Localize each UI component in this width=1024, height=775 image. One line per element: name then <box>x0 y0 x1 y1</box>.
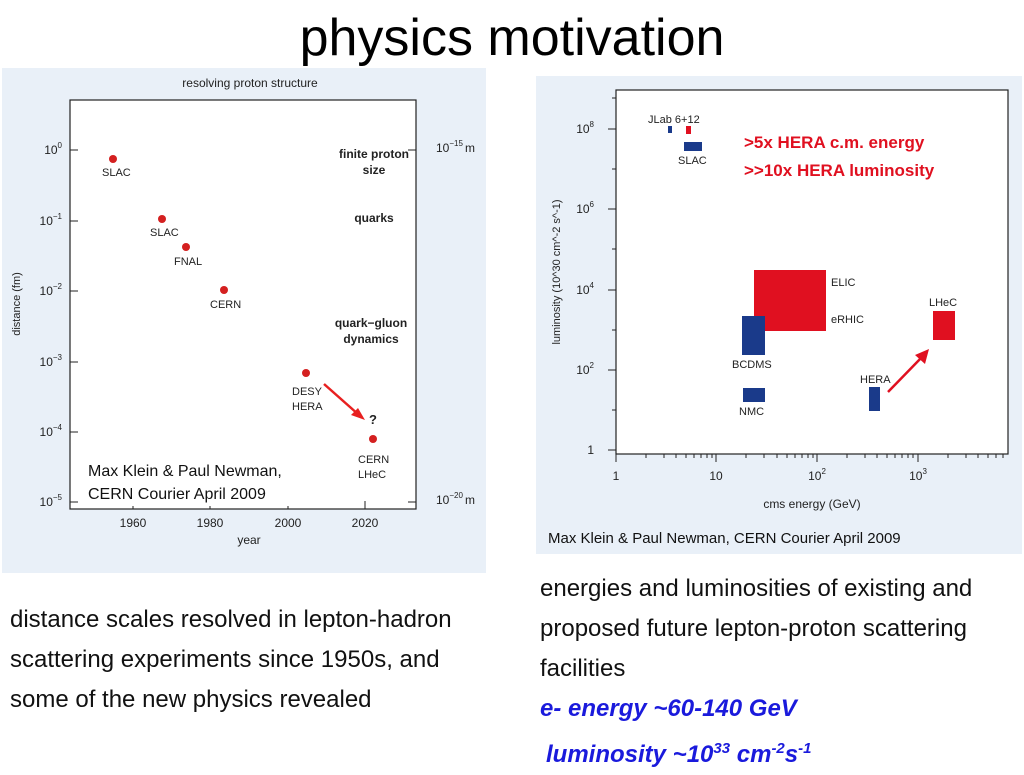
annotation-quarks: quarks <box>354 211 394 225</box>
highlight-luminosity: >>10x HERA luminosity <box>744 161 935 180</box>
energy-note: e- energy ~60-140 GeV <box>540 695 797 722</box>
facility-box-slac <box>684 142 702 151</box>
right-axis-label-top: 10−15 m <box>436 139 475 155</box>
y-tick-label: 10−4 <box>40 423 63 439</box>
facility-box-elic-erhic <box>754 270 826 331</box>
credit-text: Max Klein & Paul Newman, CERN Courier Ap… <box>548 530 901 547</box>
credit-box <box>78 454 308 506</box>
data-point-slac <box>109 155 117 163</box>
annotation-question: ? <box>369 412 377 427</box>
facility-box-lhec <box>933 311 955 340</box>
y-tick-label: 10−2 <box>40 282 63 298</box>
luminosity-energy-chart: 1 102 104 106 108 1 10 102 103 cms energ… <box>548 89 1009 547</box>
proton-structure-figure: resolving proton structure 100 10−1 10−2… <box>2 68 486 573</box>
facility-box-jlab6 <box>668 126 672 133</box>
data-point-cern-lhec <box>369 435 377 443</box>
luminosity-energy-figure: 1 102 104 106 108 1 10 102 103 cms energ… <box>536 76 1022 554</box>
y-tick-label: 10−3 <box>40 353 63 369</box>
y-tick-label: 10−1 <box>40 212 63 228</box>
highlight-energy: >5x HERA c.m. energy <box>744 133 925 152</box>
facility-box-nmc <box>743 388 765 402</box>
annotation-quark-gluon: dynamics <box>343 332 399 346</box>
x-tick-label: 103 <box>909 467 927 483</box>
data-point-desy-hera <box>302 369 310 377</box>
y-tick-label: 10−5 <box>40 493 63 509</box>
proton-structure-chart: resolving proton structure 100 10−1 10−2… <box>11 76 475 547</box>
x-tick-label: 102 <box>808 467 826 483</box>
plot-frame <box>69 99 417 510</box>
y-axis-ticks <box>608 97 616 451</box>
x-tick-label: 1980 <box>197 516 224 530</box>
credit-text: CERN Courier April 2009 <box>88 486 266 503</box>
annotation-quark-gluon: quark−gluon <box>335 316 407 330</box>
y-axis-label: luminosity (10^30 cm^-2 s^-1) <box>551 199 563 344</box>
point-label: SLAC <box>150 227 179 239</box>
point-label: CERN <box>210 299 241 311</box>
point-label: DESY <box>292 386 323 398</box>
y-tick-label: 102 <box>576 361 594 377</box>
facility-box-jlab12 <box>686 126 691 134</box>
upgrade-arrow-icon <box>887 349 929 393</box>
x-tick-label: 2020 <box>352 516 379 530</box>
x-tick-label: 2000 <box>275 516 302 530</box>
caption-right-block: energies and luminosities of existing an… <box>540 569 1024 775</box>
point-label: SLAC <box>102 167 131 179</box>
facility-box-bcdms <box>742 316 765 355</box>
credit-text: Max Klein & Paul Newman, <box>88 463 282 480</box>
y-tick-label: 100 <box>44 141 62 157</box>
data-point-slac <box>158 215 166 223</box>
facility-label: LHeC <box>929 297 957 309</box>
data-point-cern <box>220 286 228 294</box>
annotation-finite-size: finite proton <box>339 147 409 161</box>
trend-arrow-icon <box>323 383 365 420</box>
luminosity-note: luminosity ~1033 cm-2s-1 <box>546 740 812 768</box>
y-tick-label: 106 <box>576 200 594 216</box>
x-tick-label: 10 <box>709 469 723 483</box>
x-axis-label: year <box>237 533 260 547</box>
point-label: HERA <box>292 401 323 413</box>
y-tick-label: 1 <box>587 443 594 457</box>
point-label: FNAL <box>174 256 202 268</box>
point-label: LHeC <box>358 469 386 481</box>
annotation-finite-size: size <box>363 163 386 177</box>
y-tick-label: 104 <box>576 281 594 297</box>
facility-label: BCDMS <box>732 359 772 371</box>
caption-left: distance scales resolved in lepton-hadro… <box>10 606 452 713</box>
facility-label: NMC <box>739 406 764 418</box>
facility-label: eRHIC <box>831 314 864 326</box>
x-tick-label: 1960 <box>120 516 147 530</box>
x-axis-ticks <box>615 454 1004 462</box>
facility-label: SLAC <box>678 155 707 167</box>
x-axis-label: cms energy (GeV) <box>763 497 860 511</box>
facility-label: HERA <box>860 374 891 386</box>
slide-title: physics motivation <box>299 9 725 67</box>
y-axis-label: distance (fm) <box>11 272 23 336</box>
facility-label: ELIC <box>831 277 856 289</box>
caption-right: energies and luminosities of existing an… <box>540 575 973 682</box>
y-tick-label: 108 <box>576 120 594 136</box>
data-point-fnal <box>182 243 190 251</box>
facility-box-hera <box>869 387 880 411</box>
right-axis-label-bottom: 10−20 m <box>436 491 475 507</box>
facility-label: JLab 6+12 <box>648 114 700 126</box>
chart-title: resolving proton structure <box>182 76 318 90</box>
x-tick-label: 1 <box>613 469 620 483</box>
point-label: CERN <box>358 454 389 466</box>
